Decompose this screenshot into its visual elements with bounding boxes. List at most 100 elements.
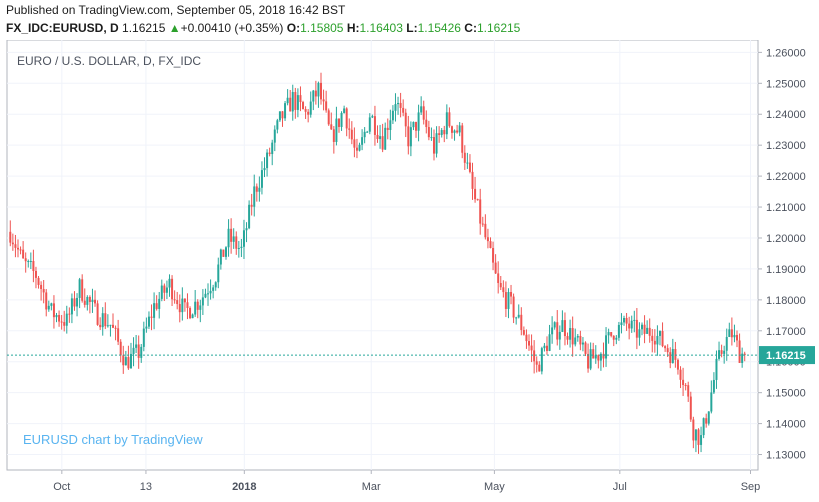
candle-body bbox=[492, 248, 495, 263]
open-value: 1.15805 bbox=[300, 21, 344, 35]
candle-body bbox=[358, 144, 361, 151]
candle-body bbox=[165, 287, 168, 293]
candle-body bbox=[669, 352, 672, 364]
time-axis[interactable]: Oct 13 2018 Mar May Jul Sep bbox=[53, 470, 760, 493]
candle-body bbox=[658, 331, 661, 336]
y-tick-label: 1.19000 bbox=[766, 264, 806, 276]
candle-body bbox=[607, 332, 610, 336]
candle-body bbox=[463, 152, 466, 163]
symbol-label[interactable]: FX_IDC:EURUSD, D bbox=[6, 21, 119, 35]
candle-body bbox=[286, 97, 289, 104]
candle-body bbox=[556, 322, 559, 340]
candle-body bbox=[189, 307, 192, 319]
candle-body bbox=[676, 359, 679, 370]
candle-body bbox=[322, 99, 325, 102]
candle-body bbox=[730, 329, 733, 338]
candle-body bbox=[337, 118, 340, 127]
candle-body bbox=[96, 303, 99, 325]
candle-body bbox=[638, 329, 641, 338]
candle-body bbox=[271, 142, 274, 155]
candle-body bbox=[330, 124, 333, 130]
candle-body bbox=[299, 95, 302, 103]
last-price-badge bbox=[759, 346, 815, 365]
candle-body bbox=[486, 237, 489, 242]
candle-body bbox=[47, 305, 50, 310]
candle-body bbox=[474, 188, 477, 200]
candle-body bbox=[651, 335, 654, 341]
candle-body bbox=[132, 347, 135, 354]
candle-body bbox=[340, 112, 343, 127]
candle-body bbox=[42, 289, 45, 293]
candle-body bbox=[368, 117, 371, 132]
candle-body bbox=[646, 327, 649, 334]
candle-body bbox=[648, 327, 651, 336]
candle-body bbox=[502, 287, 505, 293]
candle-body bbox=[171, 278, 174, 300]
candle-body bbox=[178, 304, 181, 313]
candle-body bbox=[155, 303, 158, 309]
candle-body bbox=[561, 320, 564, 332]
candle-body bbox=[548, 334, 551, 351]
up-arrow-icon: ▲ bbox=[168, 21, 181, 35]
candle-body bbox=[466, 162, 469, 164]
y-tick-label: 1.23000 bbox=[766, 140, 806, 152]
candle-body bbox=[60, 321, 63, 323]
candle-body bbox=[268, 152, 271, 155]
candle-body bbox=[214, 282, 217, 288]
candle-body bbox=[112, 324, 115, 328]
candle-body bbox=[73, 298, 76, 307]
candle-body bbox=[32, 260, 35, 271]
candle-body bbox=[461, 125, 464, 153]
candle-body bbox=[391, 110, 394, 121]
candle-body bbox=[304, 109, 307, 112]
price-axis[interactable]: 1.130001.140001.150001.160001.170001.180… bbox=[758, 47, 806, 462]
candle-body bbox=[173, 299, 176, 301]
candle-body bbox=[117, 328, 120, 342]
chart-title: EURO / U.S. DOLLAR, D, FX_IDC bbox=[17, 54, 201, 68]
y-tick-label: 1.18000 bbox=[766, 295, 806, 307]
candle-body bbox=[540, 348, 543, 372]
candle-body bbox=[376, 134, 379, 139]
candle-body bbox=[109, 324, 112, 326]
plot-area[interactable] bbox=[6, 40, 759, 471]
candle-body bbox=[101, 313, 104, 328]
candle-body bbox=[394, 104, 397, 111]
candle-body bbox=[147, 316, 150, 327]
candle-body bbox=[612, 335, 615, 340]
candle-body bbox=[558, 331, 561, 340]
candle-body bbox=[196, 301, 199, 310]
y-tick-label: 1.15000 bbox=[766, 388, 806, 400]
last-price-value: 1.16215 bbox=[766, 350, 806, 362]
candle-body bbox=[422, 106, 425, 120]
candle-body bbox=[276, 120, 279, 130]
candle-body bbox=[245, 228, 248, 231]
candle-body bbox=[363, 131, 366, 138]
candle-body bbox=[725, 336, 728, 351]
candle-body bbox=[317, 82, 320, 97]
candle-body bbox=[602, 353, 605, 359]
candle-body bbox=[594, 355, 597, 359]
candle-body bbox=[689, 396, 692, 420]
price-chart[interactable]: 1.130001.140001.150001.160001.170001.180… bbox=[0, 40, 819, 502]
candle-body bbox=[294, 92, 297, 110]
candle-body bbox=[348, 128, 351, 130]
candle-body bbox=[224, 247, 227, 257]
candle-body bbox=[584, 342, 587, 354]
candle-body bbox=[183, 298, 186, 303]
candle-body bbox=[9, 231, 12, 243]
candle-body bbox=[671, 349, 674, 364]
candle-body bbox=[235, 236, 238, 249]
candle-body bbox=[674, 349, 677, 360]
candle-body bbox=[545, 345, 548, 351]
x-tick-label: Jul bbox=[613, 481, 627, 493]
candle-body bbox=[194, 301, 197, 315]
candle-body bbox=[715, 358, 718, 380]
candle-body bbox=[479, 199, 482, 224]
high-value: 1.16403 bbox=[359, 21, 403, 35]
candle-body bbox=[700, 435, 703, 445]
candle-body bbox=[476, 199, 479, 201]
candle-body bbox=[640, 324, 643, 330]
candle-body bbox=[510, 292, 513, 297]
candle-body bbox=[712, 379, 715, 393]
candle-body bbox=[68, 313, 71, 315]
